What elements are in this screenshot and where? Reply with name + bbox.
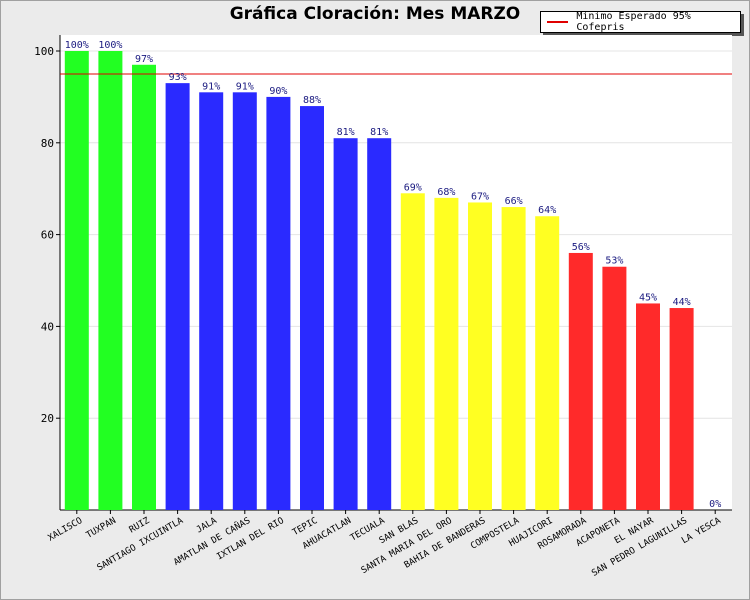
- value-label: 44%: [673, 297, 691, 308]
- bar: [400, 193, 425, 511]
- value-label: 81%: [370, 127, 388, 138]
- value-label: 53%: [605, 256, 623, 267]
- value-label: 56%: [572, 242, 590, 253]
- value-label: 88%: [303, 95, 321, 106]
- bar: [333, 138, 358, 510]
- x-tick-label: RUIZ: [128, 516, 152, 536]
- value-label: 64%: [538, 205, 556, 216]
- bar: [568, 252, 593, 510]
- bar: [434, 197, 459, 510]
- x-tick-label: XALISCO: [46, 516, 84, 544]
- bar: [165, 83, 190, 510]
- chart-title: Gráfica Cloración: Mes MARZO: [229, 4, 521, 24]
- bar: [535, 216, 560, 511]
- value-label: 90%: [269, 86, 287, 97]
- bar: [602, 266, 627, 510]
- bar: [64, 51, 89, 510]
- value-label: 68%: [437, 187, 455, 198]
- y-tick-label: 20: [41, 412, 54, 425]
- value-label: 100%: [98, 40, 122, 51]
- y-tick-label: 80: [41, 137, 54, 150]
- value-label: 67%: [471, 191, 489, 202]
- value-label: 91%: [202, 81, 220, 92]
- value-label: 81%: [337, 127, 355, 138]
- y-tick-label: 100: [34, 45, 54, 58]
- legend: Minimo Esperado 95% Cofepris: [540, 11, 741, 33]
- bar: [266, 96, 291, 511]
- bar: [367, 138, 392, 510]
- bar: [501, 207, 526, 510]
- x-tick-label: TUXPAN: [85, 516, 118, 541]
- bar: [199, 92, 224, 510]
- bar: [669, 308, 694, 510]
- value-label: 66%: [505, 196, 523, 207]
- legend-swatch: [547, 21, 569, 23]
- bar: [300, 106, 324, 510]
- y-tick-label: 40: [41, 320, 54, 333]
- plot-area: [60, 35, 732, 510]
- value-label: 97%: [135, 54, 153, 65]
- legend-label: Minimo Esperado 95% Cofepris: [576, 11, 691, 33]
- y-tick-label: 60: [41, 229, 54, 242]
- bar: [132, 64, 156, 511]
- value-label: 91%: [236, 81, 254, 92]
- bar: [636, 303, 660, 510]
- x-tick-label: JALA: [195, 516, 219, 536]
- bar: [98, 51, 123, 510]
- bar: [232, 92, 257, 510]
- x-tick-label: LA YESCA: [680, 516, 723, 547]
- value-label: 45%: [639, 292, 657, 303]
- value-label: 69%: [404, 182, 422, 193]
- value-label: 100%: [65, 40, 89, 51]
- value-label: 0%: [709, 499, 721, 510]
- value-label: 93%: [169, 72, 187, 83]
- bar: [468, 202, 492, 510]
